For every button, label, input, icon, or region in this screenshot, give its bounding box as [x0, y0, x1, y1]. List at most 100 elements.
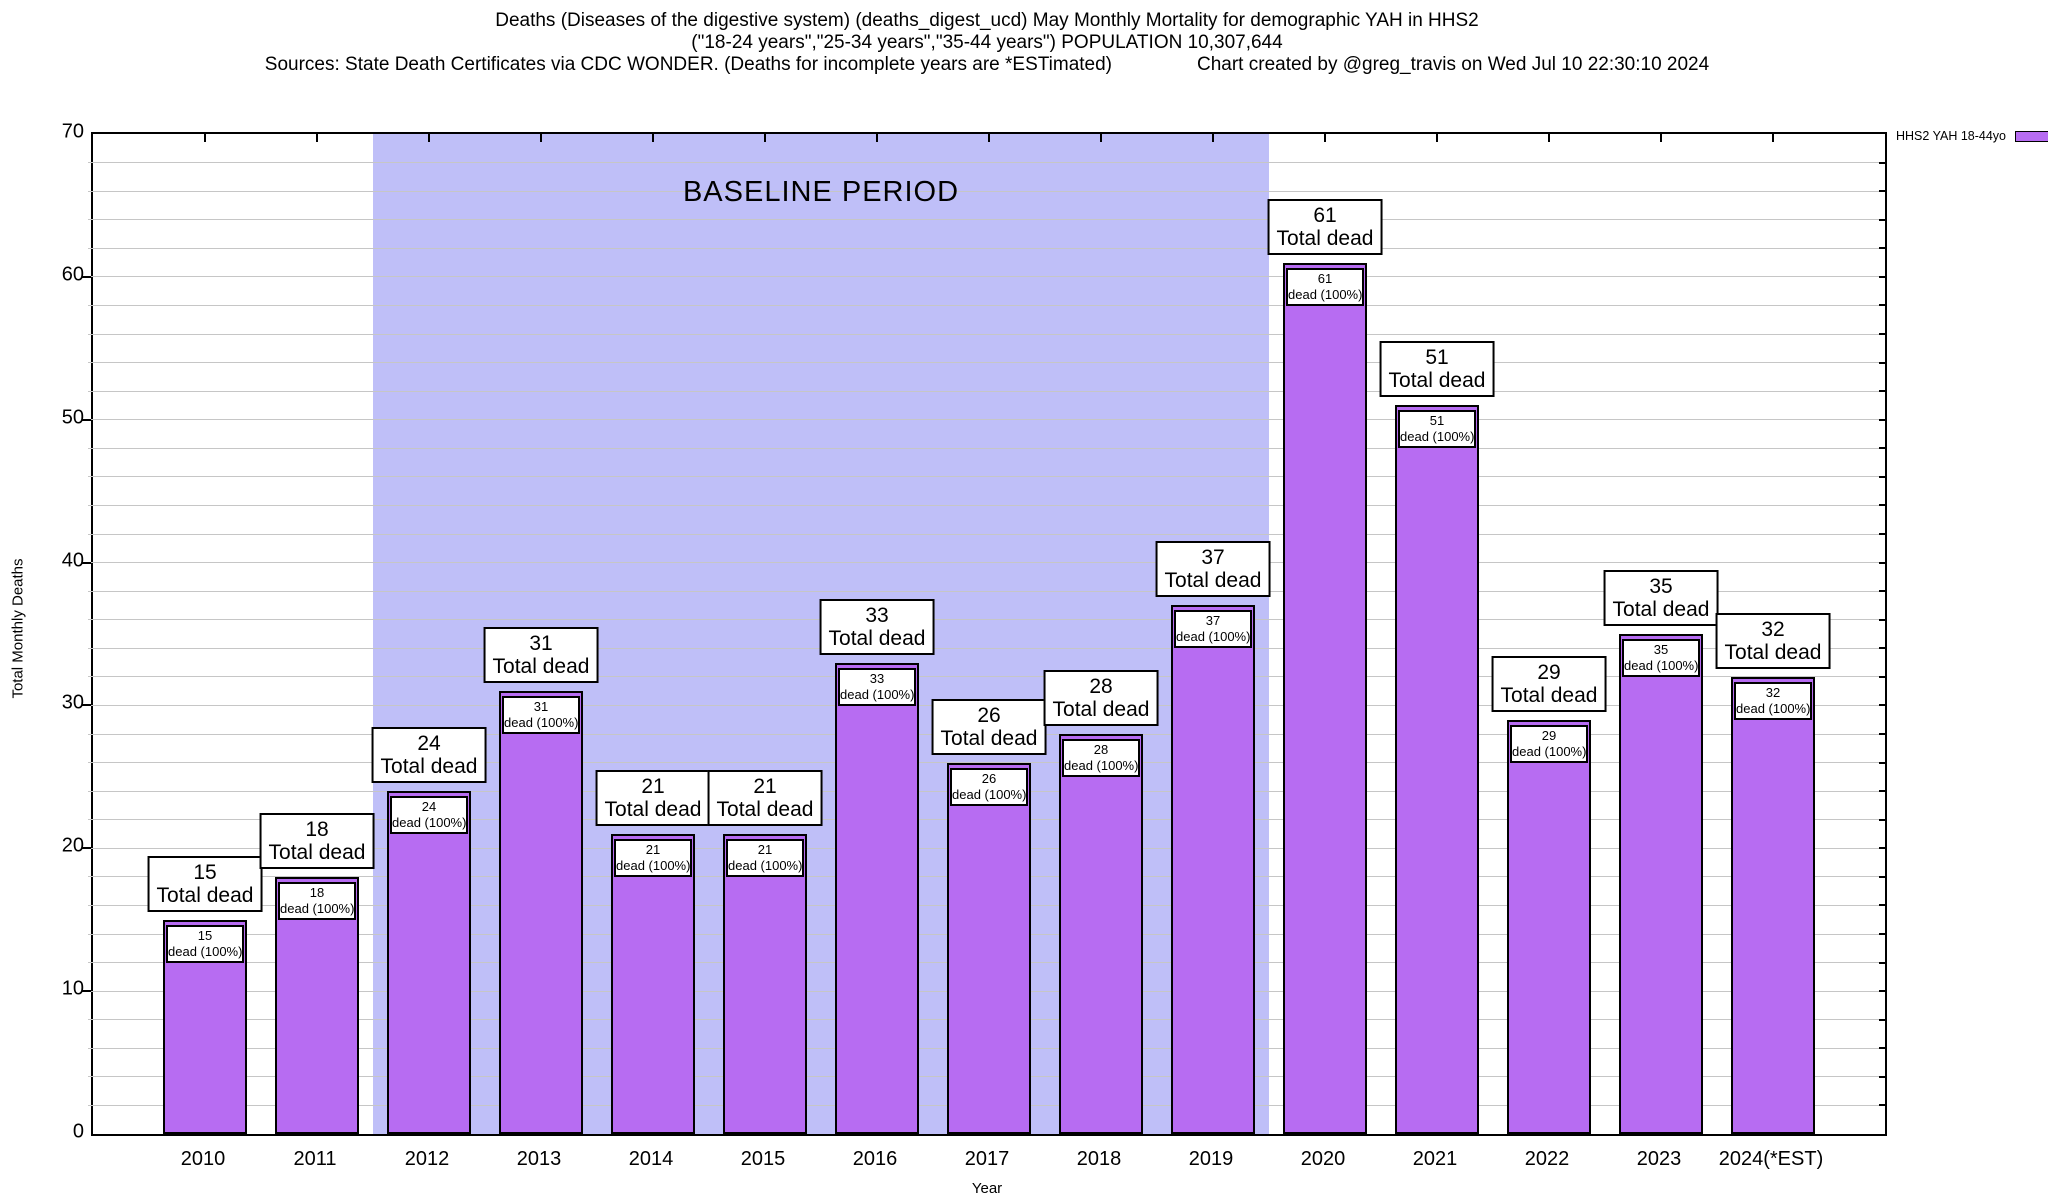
bar-dead-pct-label: 28 dead (100%) [1062, 739, 1140, 777]
y-tick-right [1879, 933, 1885, 935]
y-tick-right [1879, 190, 1885, 193]
bar-total-value: 31 [529, 632, 553, 656]
bar-dead-pct-label: 24 dead (100%) [390, 796, 468, 835]
gridline [88, 419, 1885, 421]
bar-total-label: 31 Total dead [483, 627, 599, 684]
bar-2014 [611, 834, 695, 1134]
x-tick-top [1436, 134, 1438, 142]
bar-total-text: Total dead [1164, 569, 1262, 593]
bar-dead-pct-label: 18 dead (100%) [278, 881, 356, 920]
bar-dead-value: 35 [1653, 642, 1669, 657]
bar-total-label: 15 Total dead [147, 855, 263, 912]
x-tick-label: 2013 [516, 1148, 562, 1170]
bar-total-text: Total dead [716, 798, 814, 821]
bar-2023 [1619, 634, 1703, 1134]
x-tick-top [1548, 134, 1550, 142]
bar-total-value: 33 [865, 603, 889, 627]
bar-total-value: 21 [753, 775, 777, 798]
y-tick-right [1879, 218, 1885, 221]
y-tick-label: 60 [61, 263, 84, 286]
y-tick-right [1879, 818, 1885, 821]
bar-dead-value: 15 [197, 927, 213, 943]
bar-dead-pct-label: 61 dead (100%) [1286, 267, 1364, 306]
x-tick-top [204, 134, 206, 142]
bar-dead-pct-text: dead (100%) [1624, 658, 1699, 673]
bar-2020 [1283, 262, 1367, 1134]
y-tick-right [1879, 790, 1885, 793]
bar-dead-value: 61 [1317, 270, 1333, 286]
x-tick-label: 2020 [1300, 1148, 1346, 1170]
y-tick-major [82, 561, 91, 564]
gridline [88, 162, 1885, 164]
bar-2017 [947, 762, 1031, 1134]
y-tick-right [1879, 847, 1885, 850]
x-tick-label: 2018 [1076, 1148, 1122, 1170]
y-tick-label: 10 [61, 977, 84, 1000]
bar-dead-pct-text: dead (100%) [1400, 429, 1475, 445]
gridline [88, 447, 1885, 449]
bar-dead-pct-text: dead (100%) [840, 686, 915, 702]
gridline [88, 190, 1885, 192]
y-tick-right [1879, 904, 1885, 907]
y-tick-label: 40 [61, 549, 84, 572]
y-tick-right [1879, 618, 1885, 621]
bar-total-value: 24 [417, 732, 441, 756]
y-tick-label: 70 [61, 120, 84, 143]
sources-text: Sources: State Death Certificates via CD… [264, 54, 1112, 75]
y-tick-right [1879, 1075, 1885, 1078]
credit-text: Chart created by @greg_travis on Wed Jul… [1197, 54, 1710, 75]
bar-total-text: Total dead [828, 626, 926, 650]
x-tick-label: 2012 [404, 1148, 450, 1170]
legend: HHS2 YAH 18-44yo [1896, 129, 2048, 143]
x-tick-top [876, 134, 878, 142]
x-tick-top [988, 134, 990, 142]
y-tick-right [1879, 875, 1885, 878]
bar-total-text: Total dead [380, 755, 478, 779]
bar-total-value: 35 [1649, 575, 1673, 598]
bar-total-label: 35 Total dead [1603, 570, 1719, 626]
bar-total-label: 18 Total dead [259, 812, 375, 869]
chart-title: Deaths (Diseases of the digestive system… [495, 10, 1479, 31]
x-tick-top [1100, 134, 1102, 142]
x-axis-tick-labels: 2010 2011 2012 2013 2014 2015 2016 2017 2018 2019… [91, 1148, 1883, 1178]
gridline [88, 676, 1885, 678]
bar-dead-pct-label: 31 dead (100%) [502, 696, 580, 735]
bar-dead-value: 31 [533, 699, 549, 715]
x-tick-label: 2010 [180, 1148, 226, 1170]
bar-dead-pct-text: dead (100%) [616, 858, 691, 873]
y-tick-right [1879, 161, 1885, 164]
bar-dead-pct-label: 21 dead (100%) [726, 839, 804, 877]
y-tick-major [82, 418, 91, 421]
y-tick-major [82, 704, 91, 707]
x-tick-top [1324, 134, 1326, 142]
y-axis-tick-labels: 0 10 20 30 40 50 60 70 [0, 121, 84, 1143]
gridline [88, 362, 1885, 364]
bar-total-value: 32 [1761, 617, 1785, 641]
x-tick-top [1212, 134, 1214, 142]
bar-dead-value: 21 [645, 842, 661, 857]
y-tick-right [1879, 647, 1885, 650]
gridline [88, 390, 1885, 392]
x-tick-top [1660, 134, 1662, 142]
gridline [88, 533, 1885, 535]
bar-dead-value: 28 [1093, 742, 1109, 757]
x-tick-label: 2022 [1524, 1148, 1570, 1170]
x-tick-label: 2023 [1636, 1148, 1682, 1170]
bar-dead-pct-label: 15 dead (100%) [166, 924, 244, 963]
bar-total-text: Total dead [604, 798, 702, 821]
bar-2012 [387, 791, 471, 1134]
y-tick-major [82, 990, 91, 993]
bar-dead-pct-text: dead (100%) [504, 715, 579, 731]
bar-dead-pct-text: dead (100%) [1064, 758, 1139, 773]
y-tick-right [1879, 361, 1885, 364]
bar-dead-pct-text: dead (100%) [952, 786, 1027, 802]
bar-dead-pct-label: 26 dead (100%) [950, 767, 1028, 806]
y-tick-right [1879, 590, 1885, 593]
bar-dead-pct-label: 29 dead (100%) [1510, 724, 1588, 763]
bar-total-label: 28 Total dead [1043, 670, 1159, 726]
gridline [88, 590, 1885, 592]
bar-dead-value: 37 [1205, 613, 1221, 629]
x-tick-label: 2015 [740, 1148, 786, 1170]
gridline [88, 762, 1885, 764]
y-tick-right [1879, 1104, 1885, 1107]
